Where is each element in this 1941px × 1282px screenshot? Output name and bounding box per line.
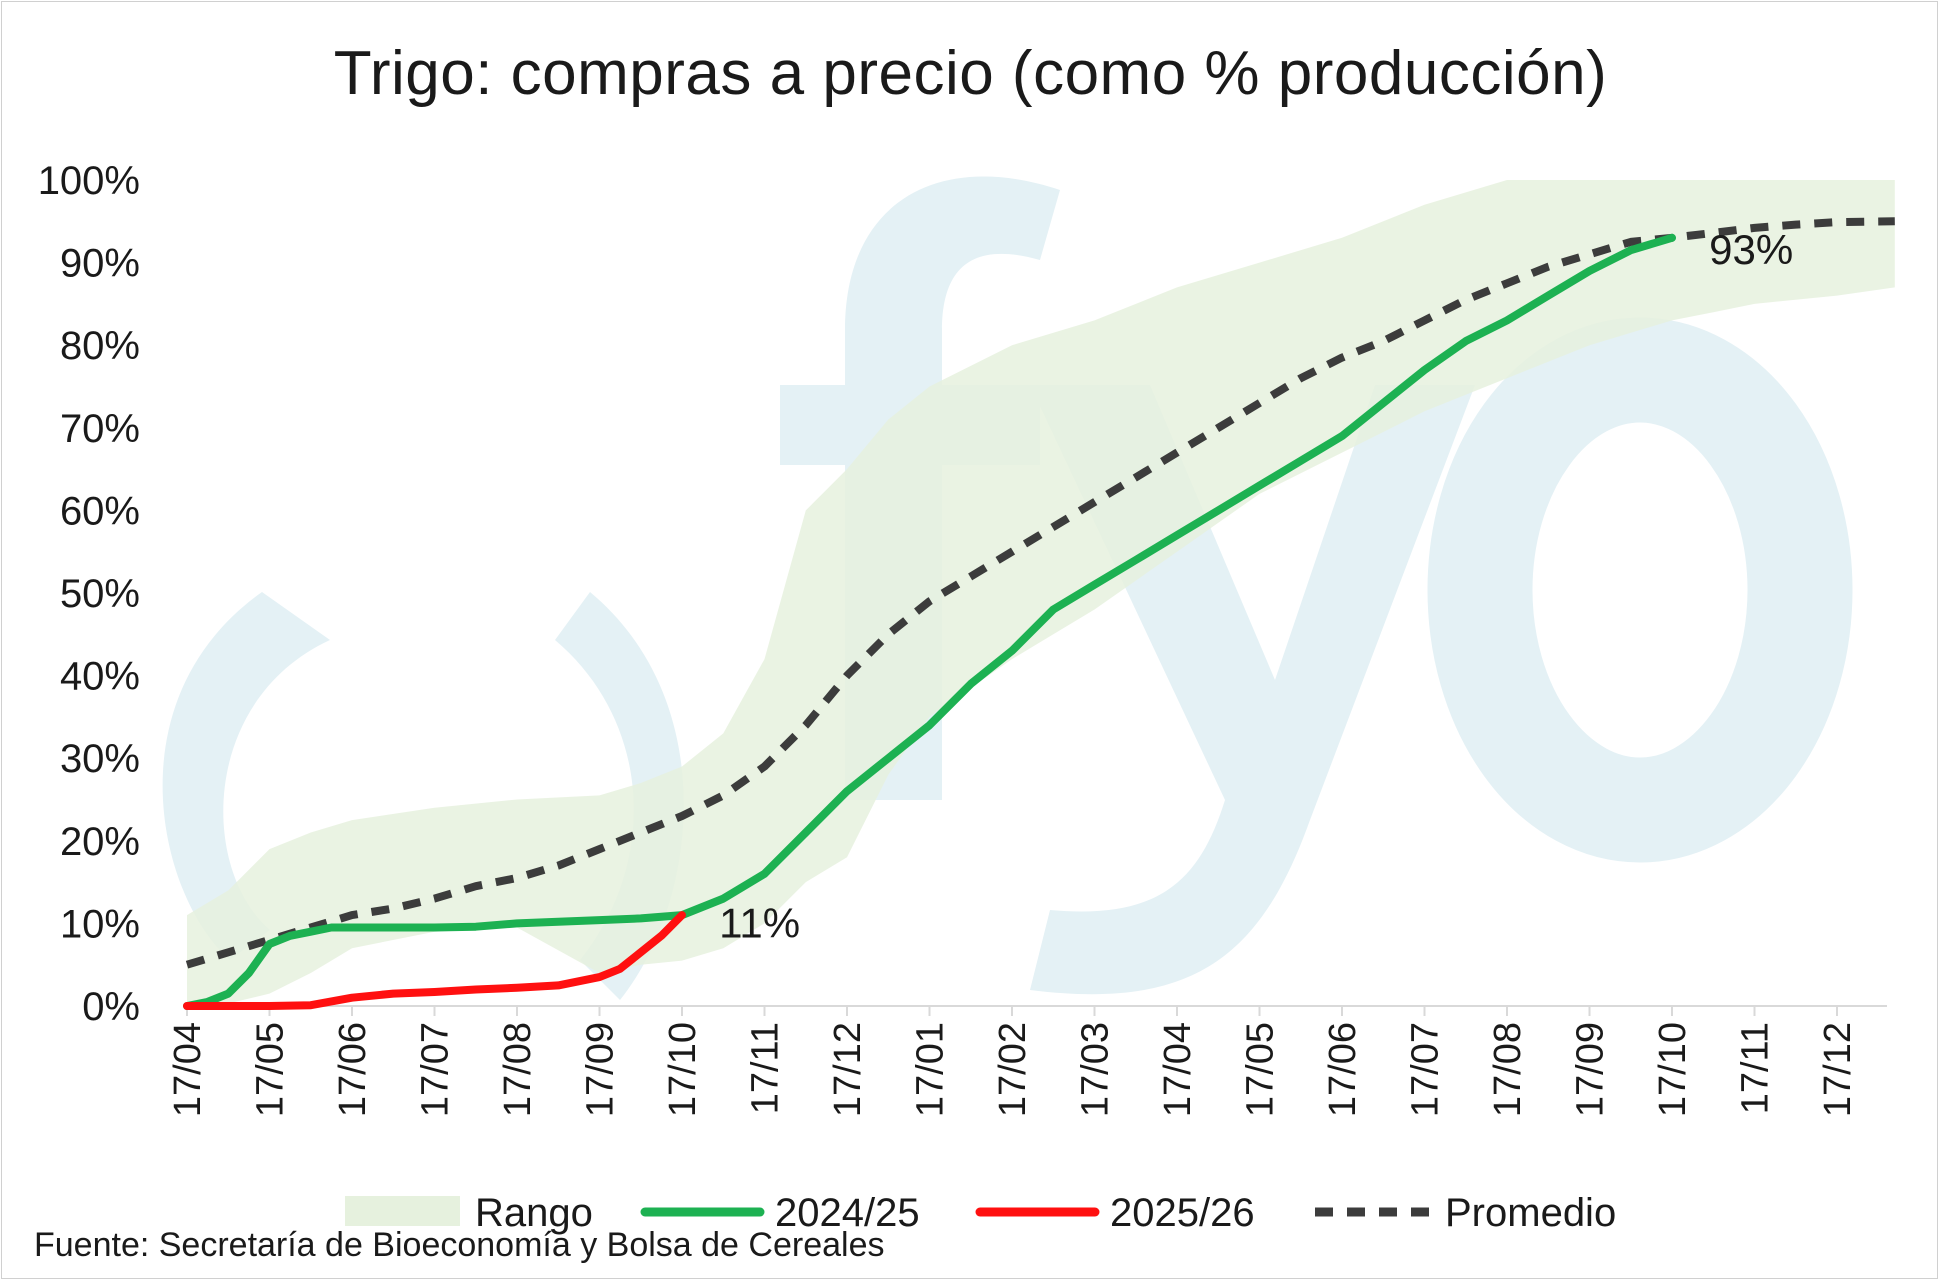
series-2025-26 xyxy=(183,911,686,1010)
logo-letter-o xyxy=(1427,317,1853,863)
x-tick-label: 17/06 xyxy=(1322,1022,1364,1117)
y-tick-label: 70% xyxy=(60,407,140,451)
x-tick-label: 17/03 xyxy=(1075,1022,1117,1117)
y-tick-label: 80% xyxy=(60,324,140,368)
range-area xyxy=(187,180,1895,1006)
x-tick-label: 17/09 xyxy=(1570,1022,1612,1117)
x-tick-label: 17/05 xyxy=(1240,1022,1282,1117)
logo-paren-left xyxy=(162,592,330,960)
legend-label: 2025/26 xyxy=(1110,1191,1255,1235)
data-label: 93% xyxy=(1709,226,1793,273)
y-tick-label: 50% xyxy=(60,572,140,616)
chart-title: Trigo: compras a precio (como % producci… xyxy=(333,39,1608,108)
x-tick-label: 17/12 xyxy=(1817,1022,1859,1117)
data-label: 11% xyxy=(719,899,800,946)
y-tick-label: 40% xyxy=(60,655,140,699)
y-tick-label: 0% xyxy=(82,985,140,1029)
series-2024-25 xyxy=(183,233,1676,1010)
x-tick-label: 17/04 xyxy=(1157,1022,1199,1117)
x-tick-label: 17/12 xyxy=(827,1022,869,1117)
range-band xyxy=(187,180,1895,1006)
series-promedio xyxy=(185,217,1895,969)
x-tick-label: 17/02 xyxy=(992,1022,1034,1117)
series-lines xyxy=(183,217,1895,1010)
y-tick-label: 30% xyxy=(60,737,140,781)
x-tick-label: 17/06 xyxy=(332,1022,374,1117)
x-tick-label: 17/10 xyxy=(1652,1022,1694,1117)
x-tick-label: 17/09 xyxy=(580,1022,622,1117)
legend: Rango 2024/25 2025/26 Promedio xyxy=(345,1191,1616,1235)
legend-label: 2024/25 xyxy=(775,1191,920,1235)
source-note: Fuente: Secretaría de Bioeconomía y Bols… xyxy=(34,1226,885,1264)
legend-label: Promedio xyxy=(1445,1191,1616,1235)
y-tick-label: 90% xyxy=(60,242,140,286)
x-tick-label: 17/08 xyxy=(497,1022,539,1117)
y-tick-label: 60% xyxy=(60,489,140,533)
x-tick-label: 17/05 xyxy=(250,1022,292,1117)
x-tick-label: 17/11 xyxy=(745,1022,787,1114)
x-tick-label: 17/07 xyxy=(415,1022,457,1117)
x-tick-label: 17/01 xyxy=(910,1022,952,1117)
legend-swatch-range xyxy=(345,1196,460,1226)
x-tick-label: 17/11 xyxy=(1735,1022,1777,1114)
legend-label: Rango xyxy=(475,1191,593,1235)
y-tick-label: 20% xyxy=(60,820,140,864)
axes: 0% 10% 20% 30% 40% 50% 60% 70% 80% 90% 100% 17/04 17… xyxy=(38,159,1887,1117)
x-tick-label: 17/07 xyxy=(1405,1022,1447,1117)
x-tick-label: 17/10 xyxy=(662,1022,704,1117)
annotations: 11% 93% xyxy=(719,226,1793,946)
x-tick-label: 17/08 xyxy=(1487,1022,1529,1117)
y-tick-label: 10% xyxy=(60,902,140,946)
x-tick-label: 17/04 xyxy=(167,1022,209,1117)
y-tick-label: 100% xyxy=(38,159,140,203)
